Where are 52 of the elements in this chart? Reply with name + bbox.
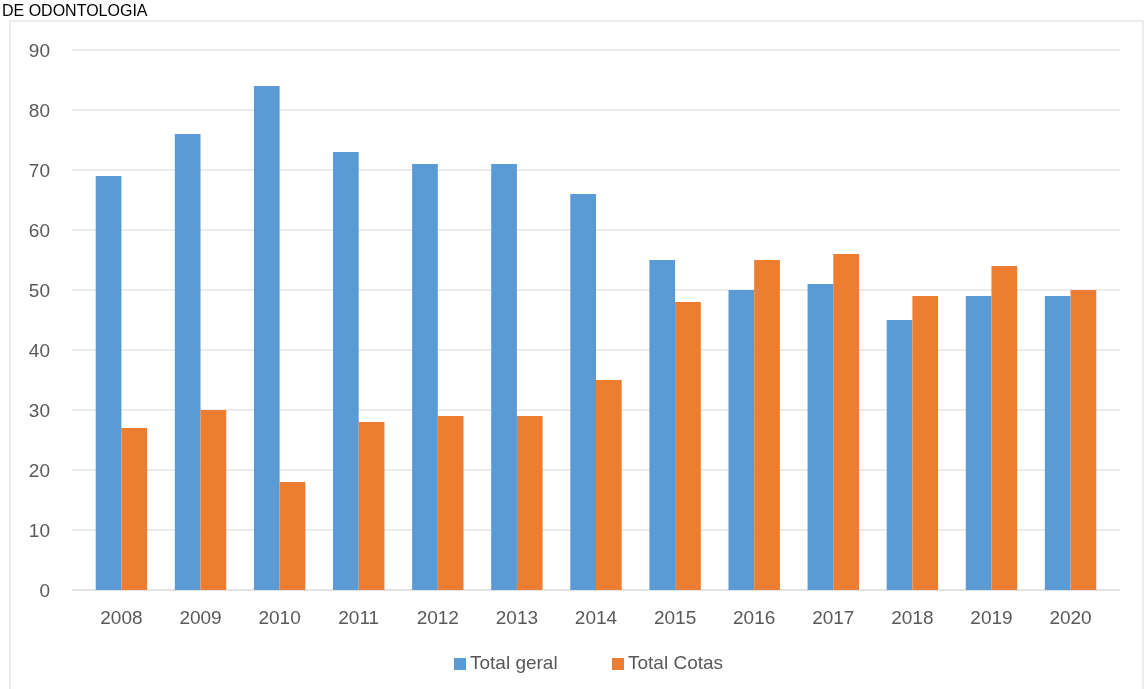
bar [912, 296, 939, 590]
bar [965, 296, 992, 590]
bar [279, 482, 306, 590]
bar [121, 428, 148, 590]
bar [437, 416, 464, 590]
x-tick-label: 2017 [812, 607, 855, 628]
bar [200, 410, 227, 590]
y-tick-label: 50 [28, 279, 50, 301]
bar [675, 302, 701, 590]
bar [649, 260, 676, 590]
bar [991, 266, 1018, 590]
y-tick-label: 80 [28, 99, 50, 121]
bar [754, 260, 780, 590]
bar [728, 290, 755, 590]
bar [596, 380, 622, 590]
y-tick-label: 70 [28, 159, 50, 181]
x-tick-label: 2018 [891, 607, 934, 628]
x-tick-label: 2013 [495, 607, 539, 628]
bar [807, 284, 834, 590]
bar [886, 320, 913, 590]
legend-label: Total Cotas [628, 652, 724, 673]
bar [174, 134, 201, 590]
bar [570, 194, 596, 590]
bar [516, 416, 543, 590]
y-tick-label: 40 [28, 339, 50, 361]
x-tick-label: 2008 [100, 607, 143, 628]
y-tick-label: 90 [28, 39, 50, 61]
x-tick-label: 2015 [653, 607, 697, 628]
bar [491, 164, 517, 590]
bar [833, 254, 859, 590]
x-tick-label: 2011 [338, 607, 380, 628]
bar [1070, 290, 1097, 590]
y-tick-label: 60 [28, 219, 50, 241]
y-tick-label: 0 [39, 579, 50, 601]
bar [358, 422, 385, 590]
bar [95, 176, 122, 590]
bar [253, 86, 280, 590]
bar [333, 152, 359, 590]
y-tick-label: 30 [28, 399, 50, 421]
x-tick-label: 2014 [574, 607, 618, 628]
x-tick-label: 2016 [733, 607, 776, 628]
x-tick-label: 2019 [970, 607, 1013, 628]
chart-title: DE ODONTOLOGIA [2, 2, 148, 19]
x-tick-label: 2010 [258, 607, 301, 628]
legend-label: Total geral [470, 652, 558, 673]
x-tick-label: 2012 [416, 607, 459, 628]
x-tick-label: 2020 [1049, 607, 1092, 628]
bar [1044, 296, 1071, 590]
bar [412, 164, 438, 590]
y-tick-label: 20 [28, 459, 50, 481]
y-tick-label: 10 [28, 519, 50, 541]
x-tick-label: 2009 [179, 607, 222, 628]
